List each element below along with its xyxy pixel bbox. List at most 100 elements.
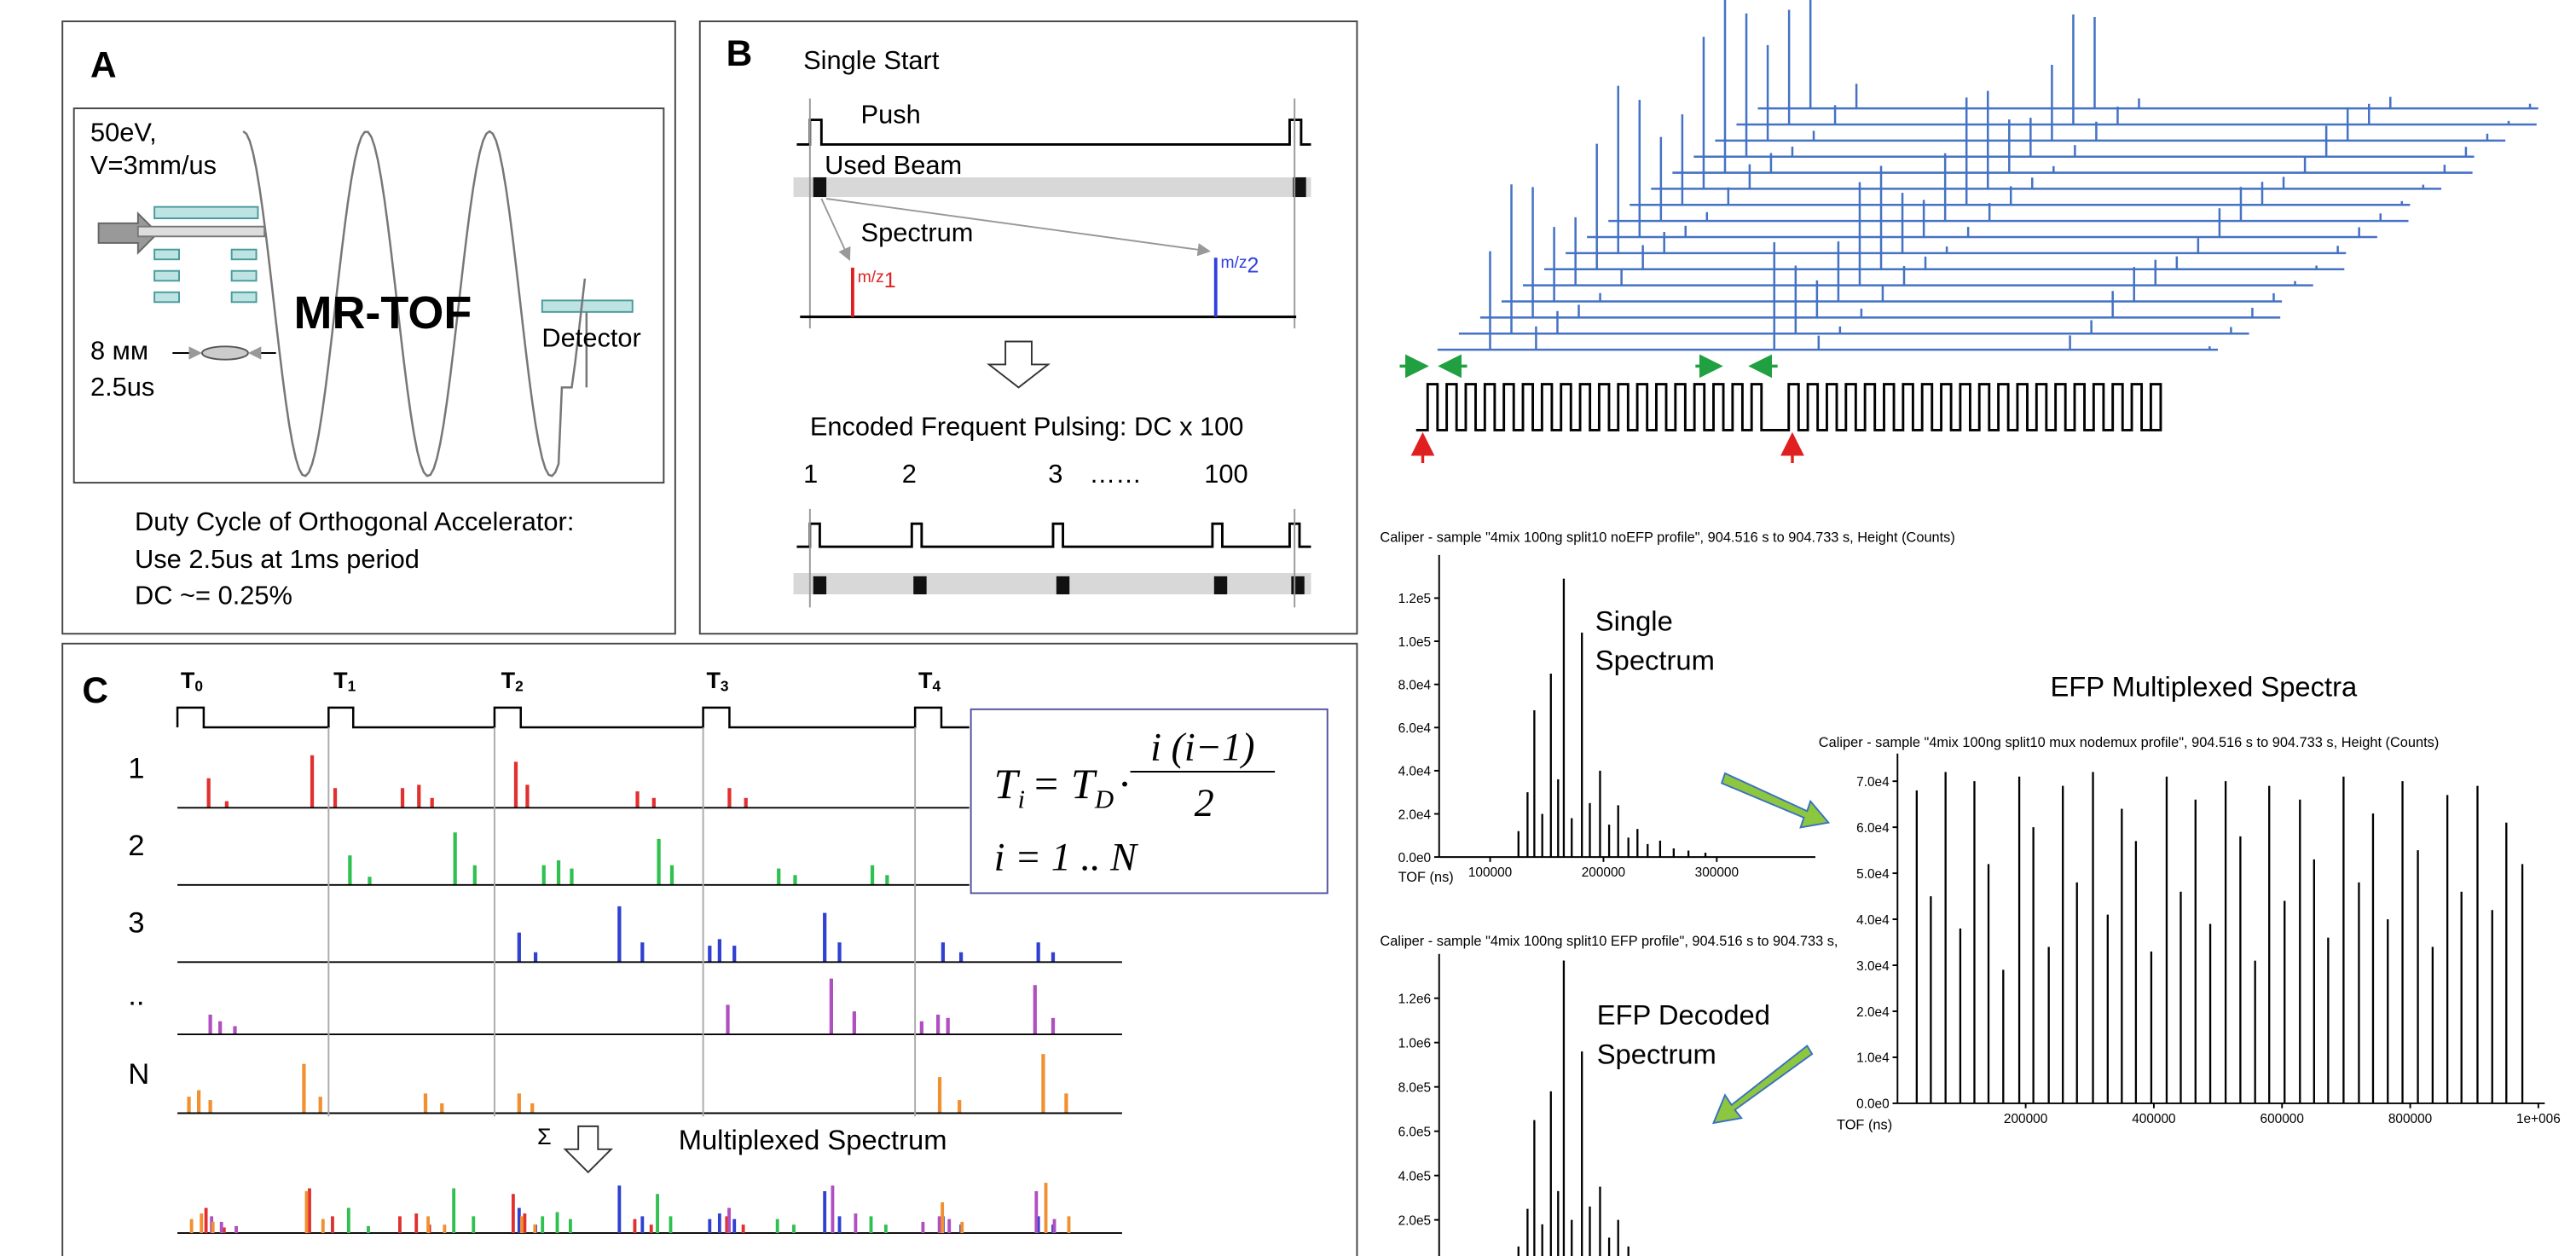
x-axis-label: TOF (ns) [1398, 870, 1454, 885]
caption: DC ~= 0.25% [135, 581, 292, 611]
subscript: 3 [721, 678, 729, 695]
panel-label: B [726, 33, 753, 73]
plate [153, 248, 180, 261]
subscript: 4 [932, 678, 941, 695]
time-label: T3 [706, 668, 728, 695]
label: Detector [541, 322, 640, 352]
text: m/z [1221, 254, 1247, 272]
pulse-label: 2 [902, 459, 917, 489]
y-tick-label: 1.2e5 [1398, 592, 1432, 606]
x-tick-label: 400000 [2132, 1112, 2175, 1126]
panel-label: C [82, 670, 108, 710]
text: T [994, 760, 1021, 807]
panel-a-inner [72, 107, 665, 484]
waterfall [1399, 0, 2538, 463]
plate [153, 291, 180, 304]
pulse-label: …… [1089, 459, 1142, 489]
y-tick-label: 6.0e4 [1856, 821, 1890, 836]
plate [136, 225, 266, 238]
subscript: D [1094, 784, 1114, 813]
beam-slice [1056, 576, 1070, 595]
y-tick-label: 1.0e4 [1856, 1051, 1890, 1066]
label: V=3mm/us [90, 150, 217, 180]
arrow [825, 198, 1211, 257]
time-label: T2 [501, 668, 524, 695]
x-axis-label: TOF (ns) [1837, 1118, 1892, 1133]
panel-label: A [90, 45, 117, 85]
y-tick-label: 8.0e4 [1398, 678, 1432, 692]
text: · [1119, 760, 1130, 807]
y-tick-label: 2.0e4 [1856, 1005, 1890, 1020]
subscript: 1 [884, 269, 896, 292]
beam-slice [1291, 576, 1305, 595]
x-tick-label: 200000 [1582, 865, 1625, 880]
down-arrow [563, 1125, 614, 1174]
x-tick-label: 600000 [2261, 1112, 2304, 1126]
pulse-label: 1 [803, 459, 818, 489]
down-arrow [987, 340, 1051, 389]
y-tick-label: 6.0e4 [1398, 721, 1432, 736]
beam-slice [813, 177, 827, 198]
text: T [181, 668, 195, 693]
chart-title: Caliper - sample "4mix 100ng split10 mux… [1819, 735, 2440, 750]
row-label: 2 [128, 830, 144, 862]
text: = T [1032, 760, 1097, 807]
pulse-train [1415, 383, 2162, 431]
label: m/z1 [858, 269, 896, 292]
label: 8 мм [90, 336, 148, 366]
row-label: N [128, 1058, 149, 1091]
chart-title: Caliper - sample "4mix 100ng split10 EFP… [1380, 934, 1838, 949]
y-tick-label: 1.0e5 [1398, 635, 1432, 650]
text: m/z [858, 269, 884, 287]
row-label: .. [128, 979, 144, 1011]
x-tick-label: 800000 [2388, 1112, 2432, 1126]
y-tick-label: 0.0e0 [1856, 1097, 1890, 1112]
green-arrow [1711, 1045, 1814, 1125]
y-tick-label: 3.0e4 [1856, 959, 1890, 974]
text: T [706, 668, 721, 693]
formula: i = 1 .. N [994, 836, 1139, 879]
x-tick-label: 1e+006 [2516, 1112, 2561, 1126]
y-tick-label: 1.0e6 [1398, 1036, 1432, 1051]
label: Spectrum [861, 217, 974, 247]
beam [793, 177, 1311, 198]
x-tick-label: 200000 [2004, 1112, 2047, 1126]
row-label: 1 [128, 753, 144, 785]
panel-c-peaks [187, 755, 1071, 1234]
ion-packet [201, 345, 249, 361]
sigma: Σ [537, 1124, 552, 1149]
y-tick-label: 8.0e5 [1398, 1080, 1432, 1095]
text: T [501, 668, 516, 693]
y-tick-label: 1.2e6 [1398, 992, 1432, 1006]
y-tick-label: 6.0e5 [1398, 1125, 1432, 1139]
pulse-label: 100 [1204, 459, 1247, 489]
beam-slice [1213, 576, 1228, 595]
y-tick-label: 5.0e4 [1856, 867, 1890, 882]
formula-box [970, 708, 1329, 894]
panel-c-frame [61, 642, 1358, 1256]
y-tick-label: 4.0e4 [1856, 913, 1890, 928]
formula: i (i−1) [1150, 726, 1254, 769]
label: MR-TOF [294, 287, 472, 339]
annotation: Spectrum [1597, 1039, 1716, 1070]
caption: Use 2.5us at 1ms period [135, 544, 420, 574]
formula: Ti = TD · [994, 760, 1130, 814]
subscript: i [1017, 784, 1025, 813]
subscript: 0 [194, 678, 203, 695]
y-tick-label: 2.0e4 [1398, 807, 1432, 822]
subscript: 2 [515, 678, 524, 695]
time-label: T0 [181, 668, 203, 695]
label: 2.5us [90, 372, 154, 402]
y-tick-label: 0.0e0 [1398, 851, 1432, 865]
detector-plate [541, 299, 634, 313]
annotation: EFP Multiplexed Spectra [2050, 670, 2358, 702]
beam-slice [1293, 177, 1306, 198]
beam-slice [913, 576, 927, 595]
label: Push [861, 99, 921, 129]
ion-arrow [97, 211, 159, 255]
formula: 2 [1195, 781, 1214, 825]
label: 50eV, [90, 118, 157, 148]
panel-a-frame [61, 20, 676, 635]
